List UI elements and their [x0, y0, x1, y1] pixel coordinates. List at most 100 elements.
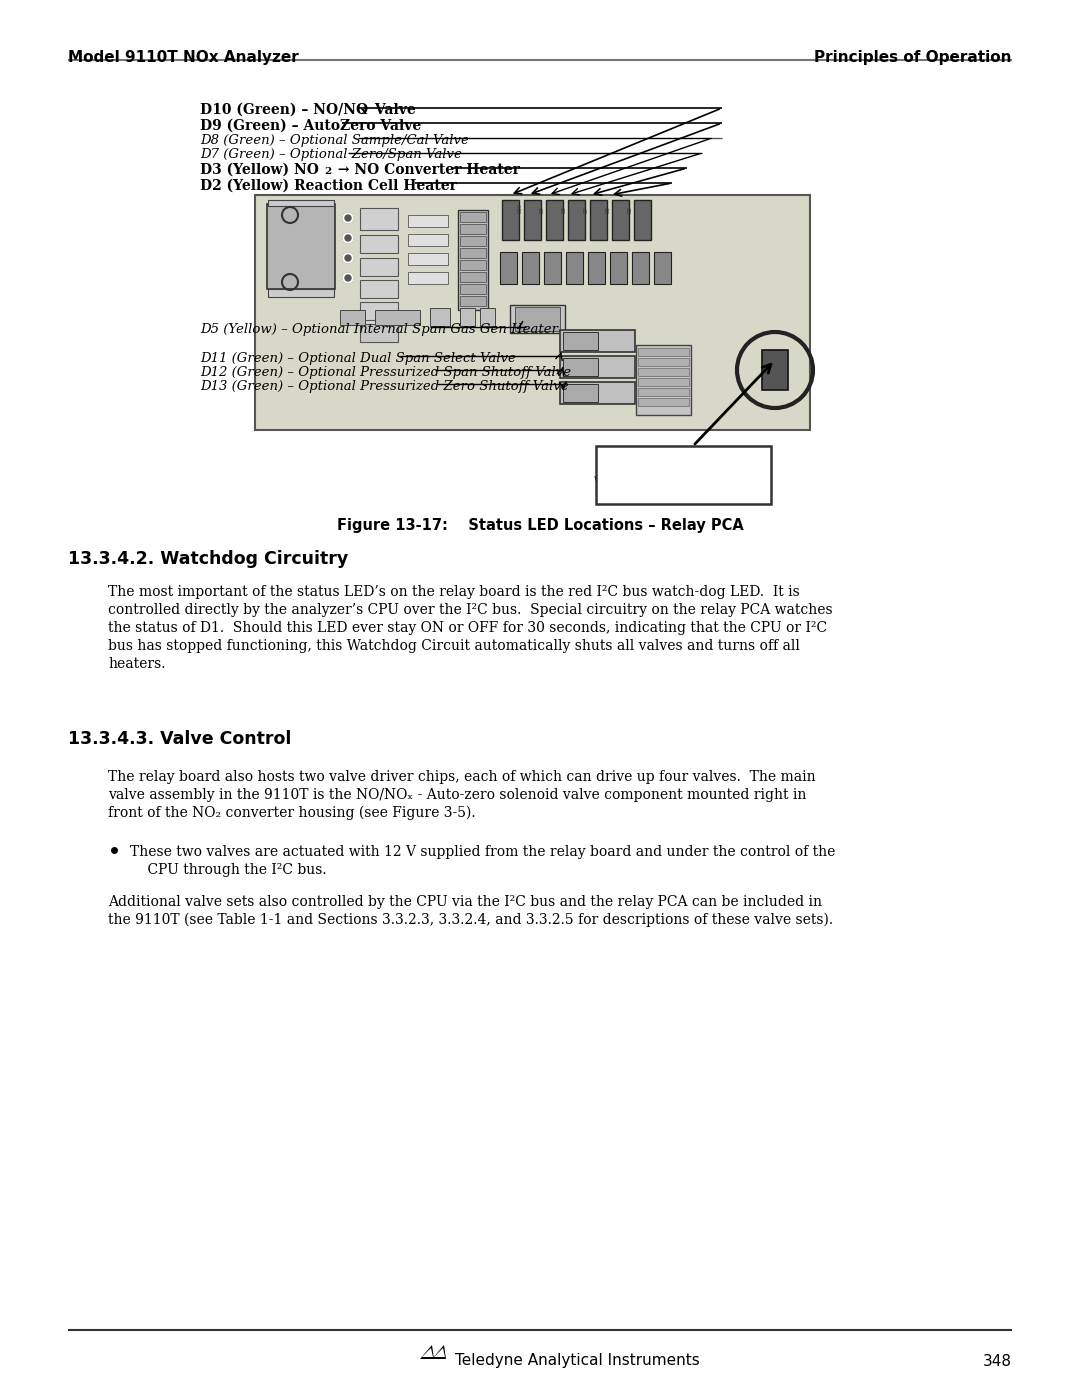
Bar	[588, 251, 605, 284]
Bar	[460, 236, 486, 246]
Bar	[430, 307, 450, 326]
Polygon shape	[420, 1345, 434, 1359]
Text: x: x	[361, 108, 367, 116]
Circle shape	[343, 253, 353, 263]
Text: The most important of the status LED’s on the relay board is the red I²C bus wat: The most important of the status LED’s o…	[108, 585, 800, 599]
Circle shape	[345, 235, 351, 242]
Bar	[360, 235, 399, 253]
Text: D3 (Yellow) NO: D3 (Yellow) NO	[200, 163, 319, 177]
Bar	[460, 307, 475, 326]
Bar	[654, 251, 671, 284]
Text: D8 (Green) – Optional Sample/Cal Valve: D8 (Green) – Optional Sample/Cal Valve	[200, 134, 469, 147]
Bar	[638, 388, 689, 395]
Polygon shape	[422, 1348, 433, 1356]
Bar	[632, 251, 649, 284]
Circle shape	[345, 256, 351, 261]
Bar	[460, 296, 486, 306]
Bar	[524, 200, 541, 240]
Bar	[502, 200, 519, 240]
Bar	[762, 351, 788, 390]
Bar	[510, 305, 565, 332]
Circle shape	[343, 233, 353, 243]
Text: front of the NO₂ converter housing (see Figure 3-5).: front of the NO₂ converter housing (see …	[108, 806, 475, 820]
Text: D10 (Green) – NO/NO: D10 (Green) – NO/NO	[200, 103, 368, 117]
Text: D10: D10	[517, 203, 523, 212]
Bar	[408, 215, 448, 226]
Bar	[500, 251, 517, 284]
Bar	[561, 330, 635, 352]
Bar	[563, 332, 598, 351]
Bar	[561, 381, 635, 404]
Text: → NO Converter Heater: → NO Converter Heater	[333, 163, 519, 177]
Text: Principles of Operation: Principles of Operation	[814, 50, 1012, 66]
Bar	[638, 398, 689, 407]
Bar	[590, 200, 607, 240]
Text: D1 (RED): D1 (RED)	[643, 458, 724, 474]
Bar	[638, 358, 689, 366]
Text: the 9110T (see Table 1-1 and Sections 3.3.2.3, 3.3.2.4, and 3.3.2.5 for descript: the 9110T (see Table 1-1 and Sections 3.…	[108, 914, 833, 928]
Text: Watchdog Indicator: Watchdog Indicator	[594, 476, 772, 490]
Bar	[610, 251, 627, 284]
Circle shape	[343, 253, 353, 263]
Bar	[360, 208, 399, 231]
Bar	[460, 272, 486, 282]
Text: D8: D8	[562, 207, 567, 212]
Circle shape	[343, 233, 353, 243]
Bar	[360, 324, 399, 342]
Bar	[460, 260, 486, 270]
Polygon shape	[432, 1345, 446, 1359]
Bar	[458, 210, 488, 310]
Text: heaters.: heaters.	[108, 657, 165, 671]
Text: CPU through the I²C bus.: CPU through the I²C bus.	[130, 863, 326, 877]
Bar	[460, 249, 486, 258]
Bar	[360, 279, 399, 298]
Text: bus has stopped functioning, this Watchdog Circuit automatically shuts all valve: bus has stopped functioning, this Watchd…	[108, 638, 800, 652]
Text: valve assembly in the 9110T is the NO/NOₓ - Auto-zero solenoid valve component m: valve assembly in the 9110T is the NO/NO…	[108, 788, 807, 802]
Text: Figure 13-17:    Status LED Locations – Relay PCA: Figure 13-17: Status LED Locations – Rel…	[337, 518, 743, 534]
Text: These two valves are actuated with 12 V supplied from the relay board and under : These two valves are actuated with 12 V …	[130, 845, 835, 859]
Text: D3: D3	[606, 207, 610, 212]
Bar	[360, 258, 399, 277]
Text: D9: D9	[540, 207, 544, 212]
Polygon shape	[434, 1348, 445, 1356]
Text: D7 (Green) – Optional Zero/Span Valve: D7 (Green) – Optional Zero/Span Valve	[200, 148, 462, 161]
Circle shape	[343, 212, 353, 224]
Bar	[460, 284, 486, 293]
Bar	[563, 384, 598, 402]
Bar	[268, 289, 334, 298]
Bar	[612, 200, 629, 240]
Bar	[561, 356, 635, 379]
Bar	[408, 253, 448, 265]
Bar	[408, 272, 448, 284]
Bar	[408, 235, 448, 246]
Bar	[636, 345, 691, 415]
Bar	[267, 204, 335, 289]
Bar	[340, 310, 365, 326]
Circle shape	[343, 212, 353, 224]
Bar	[638, 379, 689, 386]
Text: D11 (Green) – Optional Dual Span Select Valve: D11 (Green) – Optional Dual Span Select …	[200, 352, 516, 365]
Bar	[515, 307, 561, 331]
Bar	[563, 358, 598, 376]
Text: Teledyne Analytical Instruments: Teledyne Analytical Instruments	[455, 1354, 700, 1369]
Text: 348: 348	[983, 1354, 1012, 1369]
Text: Model 9110T NOx Analyzer: Model 9110T NOx Analyzer	[68, 50, 299, 66]
Text: the status of D1.  Should this LED ever stay ON or OFF for 30 seconds, indicatin: the status of D1. Should this LED ever s…	[108, 622, 827, 636]
Text: controlled directly by the analyzer’s CPU over the I²C bus.  Special circuitry o: controlled directly by the analyzer’s CP…	[108, 604, 833, 617]
Text: D9 (Green) – AutoZero Valve: D9 (Green) – AutoZero Valve	[200, 119, 421, 133]
Bar	[460, 224, 486, 235]
Bar	[546, 200, 563, 240]
Text: D7: D7	[583, 207, 589, 212]
Bar	[255, 196, 810, 430]
Text: D2: D2	[627, 207, 633, 212]
Bar	[596, 446, 771, 504]
Circle shape	[343, 272, 353, 284]
Bar	[268, 200, 334, 205]
Circle shape	[345, 215, 351, 221]
Text: D12 (Green) – Optional Pressurized Span Shutoff Valve: D12 (Green) – Optional Pressurized Span …	[200, 366, 571, 379]
Bar	[638, 367, 689, 376]
Bar	[568, 200, 585, 240]
Bar	[360, 302, 399, 320]
Text: 2: 2	[324, 168, 332, 176]
Text: D2 (Yellow) Reaction Cell Heater: D2 (Yellow) Reaction Cell Heater	[200, 179, 457, 193]
